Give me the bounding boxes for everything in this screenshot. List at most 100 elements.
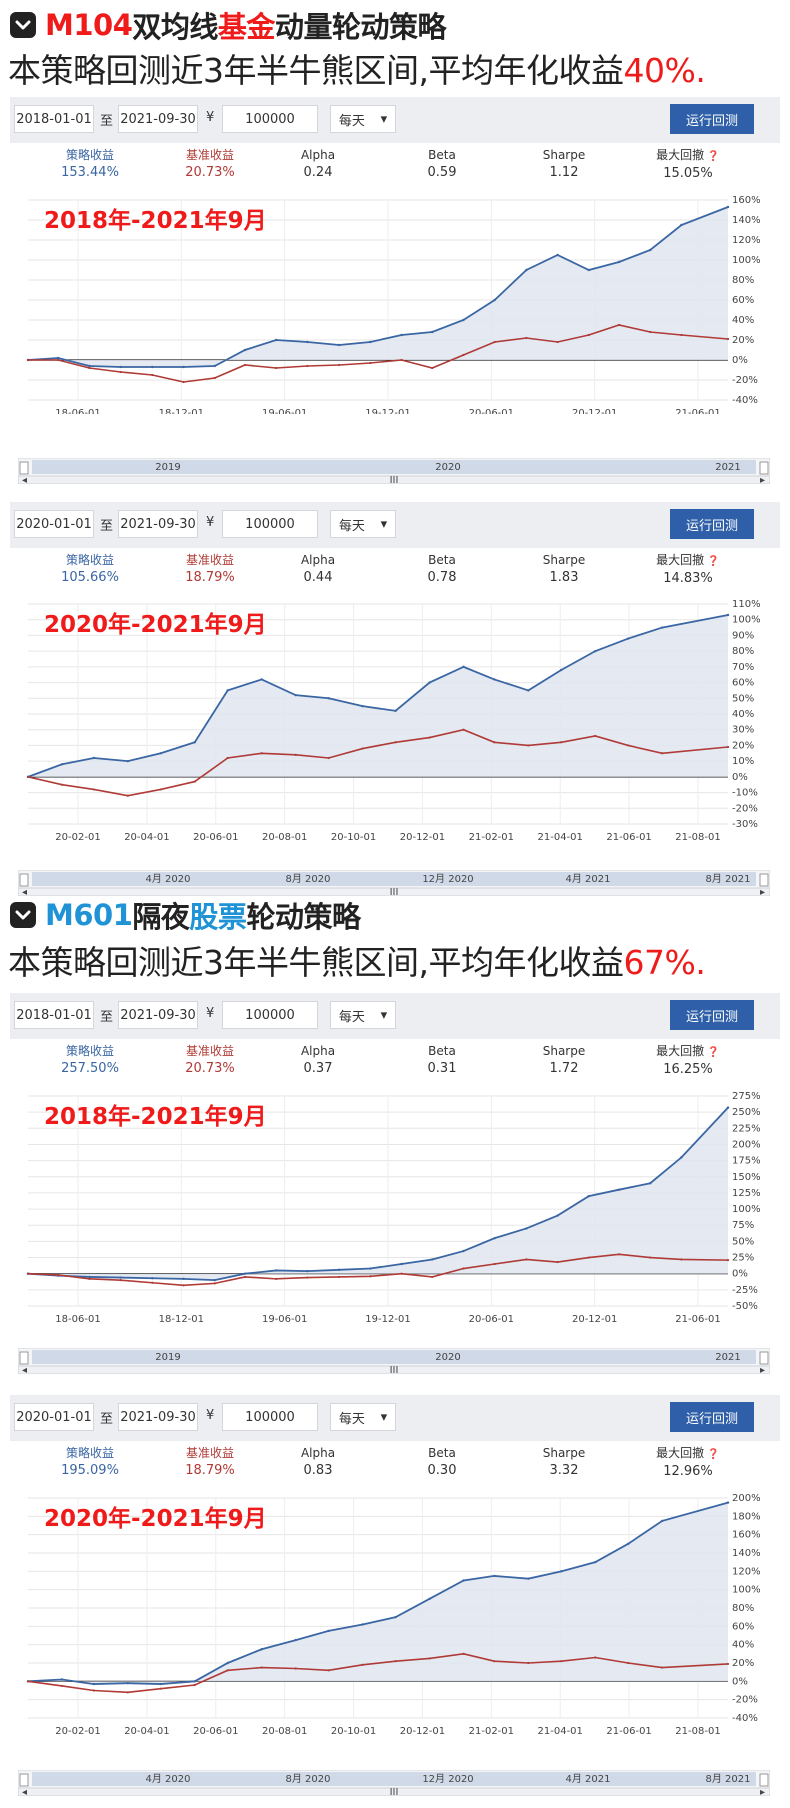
navigator-left-handle[interactable]: [19, 873, 29, 887]
benchmark-point: [361, 1663, 364, 1666]
navigator-left-handle[interactable]: [19, 1351, 29, 1365]
strategy-title: M601 隔夜 股票 轮动策略: [10, 898, 361, 934]
navigator-right-handle[interactable]: [759, 461, 769, 475]
strategy-subtitle: 本策略回测近3年半牛熊区间,平均年化收益67%.: [8, 936, 706, 984]
navigator-left-handle[interactable]: [19, 461, 29, 475]
navigator-right-handle[interactable]: [759, 1351, 769, 1365]
end-date-input[interactable]: 2021-09-30: [118, 1001, 198, 1029]
stat-value: 16.25%: [663, 1062, 713, 1077]
frequency-select[interactable]: 每天 ▾: [330, 1001, 396, 1029]
stat-label: Sharpe: [542, 148, 586, 162]
stat-value: 14.83%: [663, 571, 713, 586]
capital-input[interactable]: 100000: [222, 105, 318, 133]
benchmark-point: [338, 363, 341, 367]
start-date-input[interactable]: 2020-01-01: [14, 510, 94, 538]
backtest-panel: 2020-01-01 至 2021-09-30 ¥100000 每天 ▾ 运行回测 策略收益 1…: [10, 1395, 780, 1798]
range-navigator[interactable]: 4月 2020 8月 2020 12月 2020 4月 2021 8月 2021 III ◂…: [17, 869, 771, 900]
help-icon[interactable]: ❓: [704, 151, 720, 162]
navigator-svg: 2019 2020 2021 III ◂ ▸: [17, 1347, 771, 1376]
scroll-left-icon[interactable]: ◂: [22, 887, 27, 898]
help-icon[interactable]: ❓: [704, 556, 720, 567]
strategy-point: [294, 1638, 297, 1642]
strategy-point: [260, 678, 263, 681]
backtest-toolbar: 2018-01-01 至 2021-09-30 ¥100000 每天 ▾ 运行回测: [10, 97, 780, 143]
frequency-select[interactable]: 每天 ▾: [330, 105, 396, 133]
stat-item: Alpha 0.24: [258, 147, 378, 181]
benchmark-point: [92, 1689, 95, 1692]
chart-period-label: 2020年-2021年9月: [44, 611, 267, 638]
run-backtest-button[interactable]: 运行回测: [670, 1402, 754, 1432]
strategy-area: [28, 1502, 728, 1685]
run-backtest-button[interactable]: 运行回测: [670, 509, 754, 539]
y-tick-label: -40%: [732, 395, 758, 406]
scroll-left-icon[interactable]: ◂: [22, 475, 27, 486]
navigator-label: 2019: [155, 1352, 180, 1363]
y-tick-label: -20%: [732, 803, 758, 814]
y-tick-label: 100%: [732, 1585, 761, 1596]
scrollbar-grip[interactable]: III: [390, 1365, 399, 1376]
end-date-input[interactable]: 2021-09-30: [118, 105, 198, 133]
strategy-point: [493, 678, 496, 681]
x-tick-label: 20-12-01: [572, 408, 617, 414]
scrollbar-grip[interactable]: III: [390, 1787, 399, 1798]
strategy-point: [680, 223, 683, 227]
strategy-title-highlight: 基金: [217, 10, 276, 44]
capital-input[interactable]: 100000: [222, 510, 318, 538]
help-icon[interactable]: ❓: [704, 1449, 720, 1460]
scroll-right-icon[interactable]: ▸: [760, 475, 765, 486]
x-tick-label: 20-06-01: [469, 408, 514, 414]
navigator-left-handle[interactable]: [19, 1773, 29, 1787]
capital-input[interactable]: 100000: [222, 1001, 318, 1029]
benchmark-point: [661, 1666, 664, 1669]
y-tick-label: -20%: [732, 375, 758, 386]
navigator-right-handle[interactable]: [759, 1773, 769, 1787]
stat-label: Sharpe: [542, 1446, 586, 1460]
scrollbar-grip[interactable]: III: [390, 475, 399, 486]
scrollbar-grip[interactable]: III: [390, 887, 399, 898]
scroll-left-icon[interactable]: ◂: [22, 1787, 27, 1798]
benchmark-point: [462, 728, 465, 731]
benchmark-point: [726, 745, 730, 749]
strategy-point: [193, 1680, 196, 1683]
currency-symbol: ¥: [206, 110, 215, 125]
benchmark-point: [462, 1652, 465, 1655]
benchmark-point: [182, 380, 185, 384]
y-tick-label: 30%: [732, 725, 754, 736]
run-backtest-button[interactable]: 运行回测: [670, 1000, 754, 1030]
start-date-input[interactable]: 2018-01-01: [14, 1001, 94, 1029]
scroll-right-icon[interactable]: ▸: [760, 1787, 765, 1798]
help-icon[interactable]: ❓: [704, 1047, 720, 1058]
benchmark-point: [60, 783, 64, 786]
range-navigator[interactable]: 4月 2020 8月 2020 12月 2020 4月 2021 8月 2021 III ◂…: [17, 1769, 771, 1800]
stat-label: Beta: [428, 148, 456, 162]
capital-input[interactable]: 100000: [222, 1403, 318, 1431]
run-backtest-button[interactable]: 运行回测: [670, 104, 754, 134]
benchmark-point: [26, 1680, 30, 1683]
caret-down-icon: ▾: [380, 111, 388, 127]
end-date-input[interactable]: 2021-09-30: [118, 1403, 198, 1431]
strategy-point: [327, 697, 330, 700]
stat-label: Sharpe: [542, 553, 586, 567]
y-tick-label: 40%: [732, 1640, 754, 1651]
start-date-input[interactable]: 2018-01-01: [14, 105, 94, 133]
chart-period-label: 2018年-2021年9月: [44, 207, 267, 234]
start-date-input[interactable]: 2020-01-01: [14, 1403, 94, 1431]
range-navigator[interactable]: 2019 2020 2021 III ◂ ▸: [17, 1347, 771, 1378]
benchmark-point: [525, 336, 528, 340]
stat-value: 257.50%: [61, 1061, 119, 1076]
end-date-input[interactable]: 2021-09-30: [118, 510, 198, 538]
scroll-left-icon[interactable]: ◂: [22, 1365, 27, 1376]
stat-value: 1.12: [549, 165, 579, 180]
date-separator: 至: [100, 114, 114, 129]
scroll-right-icon[interactable]: ▸: [760, 1365, 765, 1376]
scroll-right-icon[interactable]: ▸: [760, 887, 765, 898]
frequency-select[interactable]: 每天 ▾: [330, 510, 396, 538]
range-navigator[interactable]: 2019 2020 2021 III ◂ ▸: [17, 457, 771, 488]
chevron-down-icon[interactable]: [10, 12, 36, 38]
navigator-right-handle[interactable]: [759, 873, 769, 887]
x-tick-label: 20-12-01: [400, 832, 445, 843]
navigator-selection: [32, 872, 756, 886]
performance-chart: 200% 180% 160% 140% 120% 100% 80% 60% 40% 20% 0% -2…: [20, 1492, 780, 1741]
frequency-select[interactable]: 每天 ▾: [330, 1403, 396, 1431]
chevron-down-icon[interactable]: [10, 902, 36, 928]
